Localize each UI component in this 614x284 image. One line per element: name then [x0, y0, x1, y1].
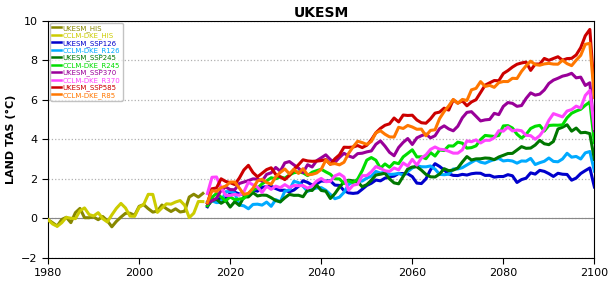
Legend: UKESM_HIS, CCLM-DKE_HIS, UKESM_SSP126, CCLM-DKE_R126, UKESM_SSP245, CCLM-DKE_R24: UKESM_HIS, CCLM-DKE_HIS, UKESM_SSP126, C… [50, 23, 123, 101]
Title: UKESM: UKESM [293, 6, 349, 20]
Y-axis label: LAND TAS (°C): LAND TAS (°C) [6, 95, 15, 184]
